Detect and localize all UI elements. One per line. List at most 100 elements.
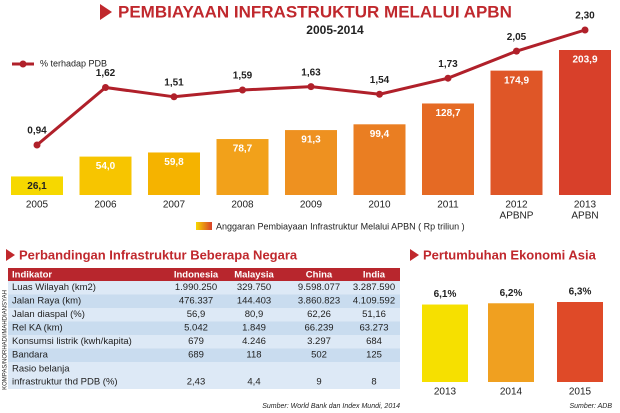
table-header: China (306, 270, 333, 281)
table-cell: 502 (311, 350, 327, 361)
bar (79, 156, 132, 195)
line-point (581, 26, 589, 34)
bar-value-label: 78,7 (233, 144, 253, 155)
table-cell: 4,4 (247, 377, 260, 388)
table-cell: 4.109.592 (353, 296, 395, 307)
bar (488, 303, 534, 382)
table-cell: 2,43 (187, 377, 206, 388)
x-tick-label: 2012 (505, 200, 528, 211)
bar-value-label: 6,2% (500, 288, 523, 299)
bar (557, 302, 603, 382)
section-marker (6, 249, 15, 261)
bar (148, 152, 200, 195)
x-tick-label: 2009 (300, 200, 323, 211)
table-row-bg (8, 348, 400, 362)
x-tick-label: 2005 (26, 200, 49, 211)
subtitle: 2005-2014 (306, 23, 364, 37)
table-cell: 125 (366, 350, 382, 361)
table-cell: 62,26 (307, 309, 331, 320)
line-point (33, 141, 41, 149)
table-cell: Rasio belanja (12, 364, 70, 375)
x-tick-label: 2013 (434, 387, 457, 398)
line-point (239, 86, 246, 94)
table-cell: Jalan Raya (km) (12, 296, 81, 307)
x-tick-label: 2013 (574, 200, 597, 211)
chart-source: Sumber: ADB (569, 403, 612, 410)
bar-value-label: 128,7 (435, 108, 460, 119)
line-value-label: 0,94 (27, 126, 47, 137)
table-row-bg (8, 308, 400, 322)
table-cell: 9 (316, 377, 321, 388)
table-cell: 56,9 (187, 309, 206, 320)
table-cell: 684 (366, 336, 382, 347)
x-tick-label: 2008 (231, 200, 254, 211)
bar (422, 304, 468, 382)
bar (490, 70, 543, 195)
table-cell: 1.990.250 (175, 282, 217, 293)
line-point (513, 47, 520, 55)
table-cell: 66.239 (304, 323, 333, 334)
table-row-bg (8, 281, 400, 295)
x-tick-sublabel: APBN (571, 211, 598, 222)
bar-value-label: 6,1% (434, 289, 457, 300)
line-point (170, 93, 178, 101)
bar (285, 130, 337, 195)
line-point (102, 84, 109, 91)
table-title: Perbandingan Infrastruktur Beberapa Nega… (19, 247, 298, 262)
x-tick-label: 2015 (569, 387, 592, 398)
credit: KOMPAS/NORHADI/MAHDIANSYAH (3, 290, 9, 390)
table-header: Malaysia (234, 270, 274, 281)
line-point (307, 83, 315, 91)
bar-value-label: 203,9 (572, 55, 597, 66)
x-tick-label: 2010 (368, 200, 391, 211)
line-value-label: 2,05 (507, 32, 527, 43)
legend-label: % terhadap PDB (40, 58, 107, 68)
table-cell: infrastruktur thd PDB (%) (12, 377, 118, 388)
table-header: India (363, 270, 386, 281)
table-cell: 118 (246, 350, 261, 361)
bar-value-label: 99,4 (370, 129, 390, 140)
bar-value-label: 59,8 (164, 157, 184, 168)
table-cell: 144.403 (237, 296, 271, 307)
table-cell: 3.297 (307, 336, 331, 347)
bar (422, 103, 474, 195)
line-point (444, 74, 452, 82)
x-tick-label: 2011 (437, 200, 459, 211)
table-cell: 51,16 (362, 309, 386, 320)
bar-value-label: 174,9 (504, 75, 529, 86)
table-cell: 5.042 (184, 323, 208, 334)
table-row-bg (8, 362, 400, 389)
legend-label: Anggaran Pembiayaan Infrastruktur Melalu… (216, 221, 465, 231)
table-cell: 8 (371, 377, 376, 388)
table-source: Sumber: World Bank dan Index Mundi, 2014 (262, 403, 400, 410)
table-cell: 689 (188, 350, 204, 361)
bar (216, 139, 269, 195)
section-marker (410, 249, 419, 261)
line-value-label: 1,63 (301, 67, 321, 78)
bar (353, 124, 406, 195)
x-tick-label: 2007 (163, 200, 186, 211)
line-value-label: 1,51 (164, 77, 184, 88)
legend-swatch (196, 222, 212, 230)
x-tick-label: 2014 (500, 387, 523, 398)
table-header-bg (8, 268, 400, 281)
table-cell: Konsumsi listrik (kwh/kapita) (12, 336, 132, 347)
line-value-label: 2,30 (575, 11, 595, 22)
bar (559, 50, 611, 195)
title-marker (100, 4, 112, 20)
bar-value-label: 26,1 (27, 181, 47, 192)
table-cell: 4.246 (242, 336, 266, 347)
table-row-bg (8, 335, 400, 349)
table-cell: Jalan diaspal (%) (12, 309, 85, 320)
line-value-label: 1,62 (96, 68, 116, 79)
table-row-bg (8, 321, 400, 335)
table-header: Indonesia (174, 270, 219, 281)
table-cell: 63.273 (359, 323, 388, 334)
line-value-label: 1,73 (438, 59, 458, 70)
table-header: Indikator (12, 270, 52, 281)
table-cell: 329.750 (237, 282, 271, 293)
table-row-bg (8, 294, 400, 308)
x-tick-label: 2006 (94, 200, 117, 211)
table-cell: Rel KA (km) (12, 323, 63, 334)
